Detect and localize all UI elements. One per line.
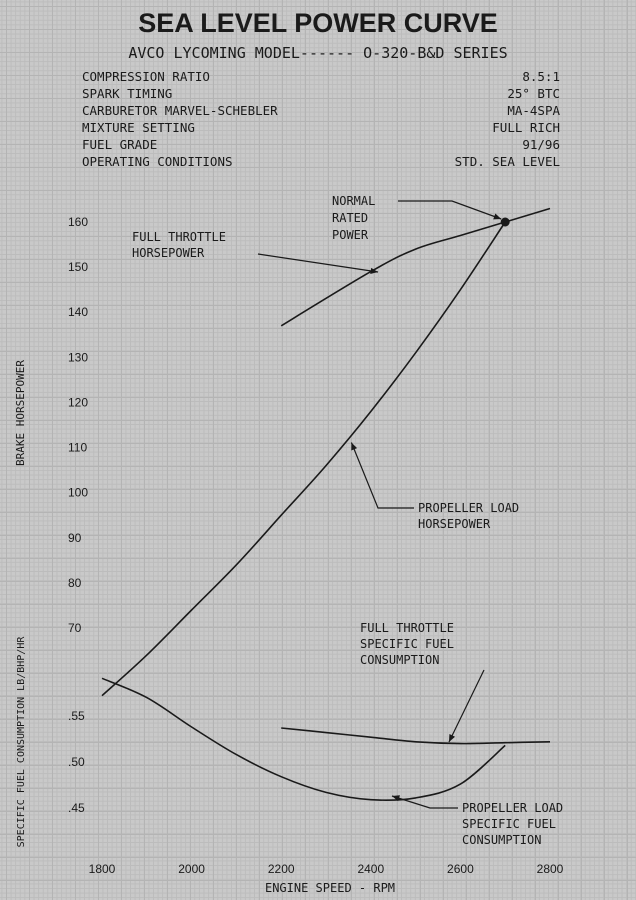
rated-power-arrow-head <box>493 213 502 220</box>
full-throttle-sfc-arrow <box>448 669 485 743</box>
svg-text:FULL THROTTLE: FULL THROTTLE <box>360 621 454 635</box>
svg-text:FULL THROTTLE: FULL THROTTLE <box>132 230 226 244</box>
full-throttle-sfc-line <box>281 727 551 745</box>
svg-text:SPECIFIC FUEL: SPECIFIC FUEL <box>360 637 454 651</box>
chart-title: SEA LEVEL POWER CURVE <box>138 8 498 38</box>
svg-text:POWER: POWER <box>332 228 369 242</box>
y-tick-label-hp: 90 <box>68 531 82 545</box>
full-throttle-hp-arrow-head <box>370 267 378 274</box>
propeller-load-hp-arrow-head <box>351 442 358 451</box>
y-tick-label-hp: 70 <box>68 621 82 635</box>
y-tick-label-hp: 80 <box>68 576 82 590</box>
spec-value: MA-4SPA <box>507 103 560 118</box>
normal-rated-power-label: NORMAL RATED POWER <box>332 194 375 242</box>
spec-value: 25° BTC <box>507 86 560 101</box>
full-throttle-hp-label: FULL THROTTLE HORSEPOWER <box>132 230 226 260</box>
x-tick-label: 2400 <box>357 862 384 876</box>
propeller-load-sfc-label: PROPELLER LOAD SPECIFIC FUEL CONSUMPTION <box>462 801 563 847</box>
full-throttle-hp-arrow <box>257 253 379 273</box>
model-line: AVCO LYCOMING MODEL------ O-320-B&D SERI… <box>128 44 507 62</box>
spec-label: MIXTURE SETTING <box>82 120 195 135</box>
spec-label: COMPRESSION RATIO <box>82 69 210 84</box>
x-tick-label: 1800 <box>89 862 116 876</box>
propeller-load-sfc-arrow <box>391 795 458 809</box>
spec-label: OPERATING CONDITIONS <box>82 154 233 169</box>
rated-power-point <box>500 217 510 227</box>
x-tick-label: 2800 <box>537 862 564 876</box>
spec-table: COMPRESSION RATIO 8.5:1 SPARK TIMING 25° BT… <box>82 69 560 169</box>
y-tick-label-hp: 100 <box>68 486 88 500</box>
x-tick-label: 2000 <box>178 862 205 876</box>
svg-text:PROPELLER LOAD: PROPELLER LOAD <box>462 801 563 815</box>
spec-label: SPARK TIMING <box>82 86 172 101</box>
y-tick-label-hp: 130 <box>68 350 88 364</box>
rated-power-arrow <box>398 200 502 220</box>
propeller-load-hp-arrow <box>350 442 414 509</box>
y-tick-label-hp: 140 <box>68 305 88 319</box>
y-tick-label-hp: 150 <box>68 260 88 274</box>
spec-value: FULL RICH <box>492 120 560 135</box>
svg-text:HORSEPOWER: HORSEPOWER <box>132 246 205 260</box>
full-throttle-sfc-label: FULL THROTTLE SPECIFIC FUEL CONSUMPTION <box>360 621 454 667</box>
full-throttle-hp-line <box>280 207 551 327</box>
spec-label: FUEL GRADE <box>82 137 157 152</box>
propeller-load-sfc-line <box>101 677 506 802</box>
svg-text:CONSUMPTION: CONSUMPTION <box>360 653 439 667</box>
svg-text:PROPELLER LOAD: PROPELLER LOAD <box>418 501 519 515</box>
y-tick-label-sfc: .55 <box>68 709 85 723</box>
svg-text:HORSEPOWER: HORSEPOWER <box>418 517 491 531</box>
svg-text:NORMAL: NORMAL <box>332 194 375 208</box>
y-axis-label-sfc: SPECIFIC FUEL CONSUMPTION LB/BHP/HR <box>16 636 27 848</box>
y-tick-label-sfc: .45 <box>68 801 85 815</box>
svg-text:RATED: RATED <box>332 211 368 225</box>
spec-label: CARBURETOR MARVEL-SCHEBLER <box>82 103 278 118</box>
spec-value: STD. SEA LEVEL <box>455 154 560 169</box>
full-throttle-sfc-arrow-head <box>449 734 456 742</box>
y-tick-label-hp: 120 <box>68 395 88 409</box>
propeller-load-sfc-arrow-head <box>392 795 400 802</box>
x-tick-label: 2600 <box>447 862 474 876</box>
propeller-load-hp-line <box>101 221 506 697</box>
x-axis-label: ENGINE SPEED - RPM <box>265 881 395 895</box>
spec-value: 8.5:1 <box>522 69 560 84</box>
x-tick-label: 2200 <box>268 862 295 876</box>
propeller-load-hp-label: PROPELLER LOAD HORSEPOWER <box>418 501 519 531</box>
y-tick-label-hp: 110 <box>68 441 87 455</box>
svg-text:CONSUMPTION: CONSUMPTION <box>462 833 541 847</box>
svg-text:SPECIFIC FUEL: SPECIFIC FUEL <box>462 817 556 831</box>
y-axis-label-hp: BRAKE HORSEPOWER <box>14 360 27 466</box>
y-tick-label-hp: 160 <box>68 215 88 229</box>
y-tick-label-sfc: .50 <box>68 755 85 769</box>
spec-value: 91/96 <box>522 137 560 152</box>
